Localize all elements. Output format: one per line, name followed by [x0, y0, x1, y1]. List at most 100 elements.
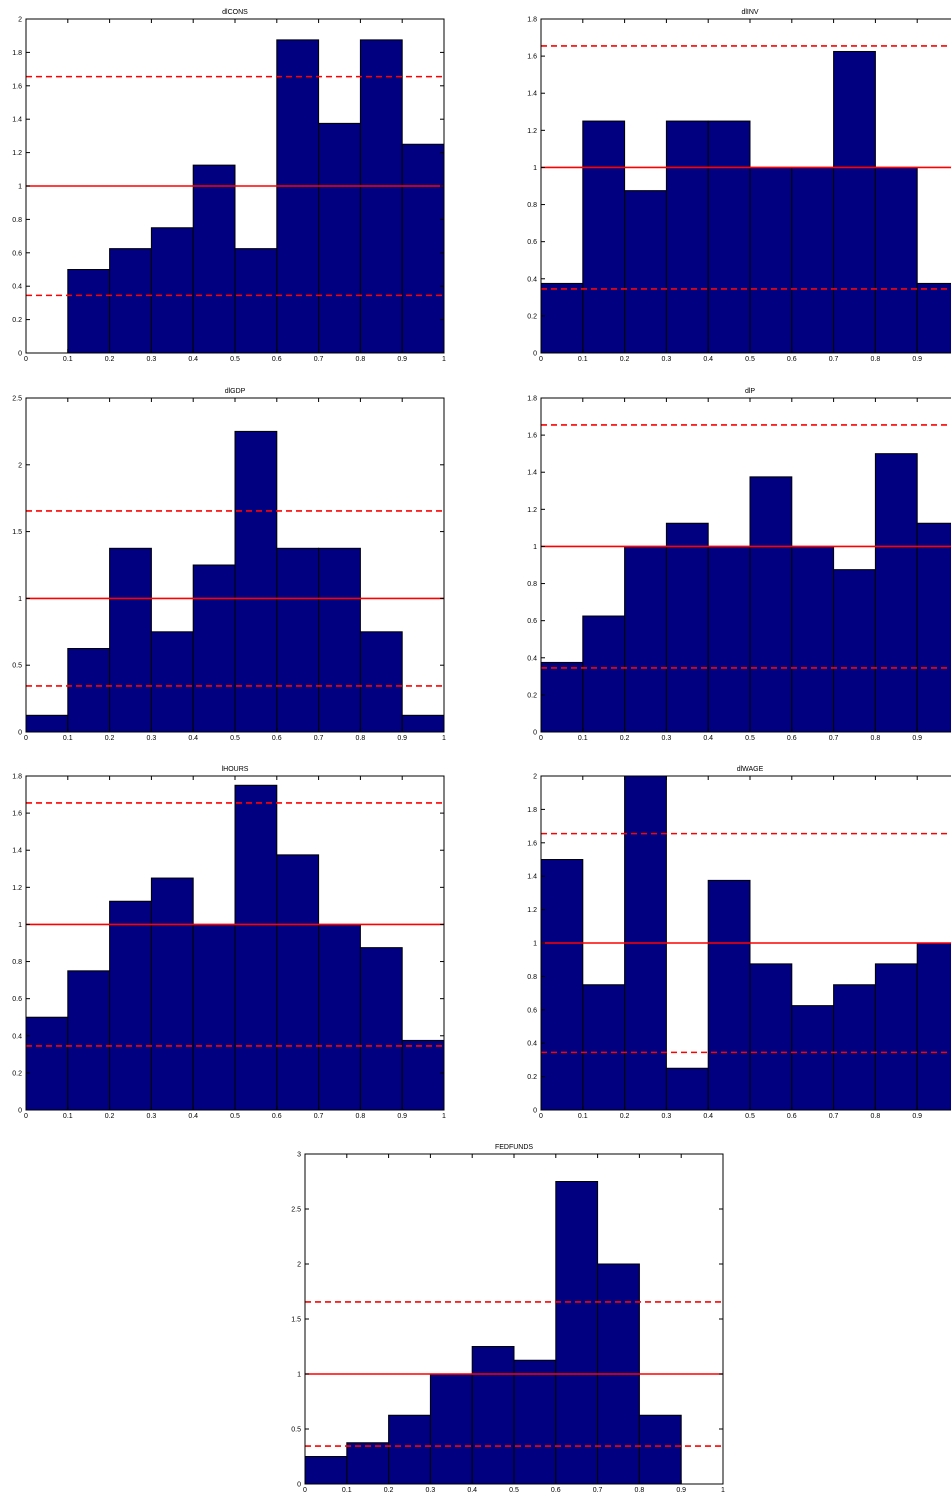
- x-tick-label: 0: [303, 1487, 307, 1494]
- histogram-panel: dlP 0 0.1 0.2 0.3 0.4 0.5 0.6 0.7 0.8 0.9 1 0 0.2 0.4 0…: [527, 388, 951, 742]
- x-tick-label: 0.1: [342, 1487, 352, 1494]
- histogram-bar: [234, 784, 278, 1111]
- histogram-bar: [916, 282, 951, 354]
- y-tick-label: 0.4: [527, 1041, 537, 1048]
- y-tick-label: 1: [297, 1372, 301, 1379]
- histogram-bar: [67, 648, 111, 733]
- histogram-bar: [150, 631, 194, 733]
- histogram-bar: [276, 854, 320, 1111]
- histogram-panel: dlINV 0 0.1 0.2 0.3 0.4 0.5 0.6 0.7 0.8 0.9 1 0 0.2 0.…: [527, 9, 951, 363]
- x-tick-label: 0.5: [230, 1113, 240, 1120]
- x-tick-label: 0: [24, 1113, 28, 1120]
- x-tick-label: 0.9: [676, 1487, 686, 1494]
- x-tick-label: 0.2: [105, 1113, 115, 1120]
- y-tick-label: 1.6: [527, 840, 537, 847]
- x-tick-label: 0.8: [356, 356, 366, 363]
- y-tick-label: 1.6: [527, 54, 537, 61]
- x-tick-label: 0.1: [578, 735, 588, 742]
- histogram-bar: [109, 900, 152, 1111]
- x-tick-label: 0.8: [871, 1113, 881, 1120]
- y-tick-label: 0.8: [527, 202, 537, 209]
- y-tick-label: 1.8: [527, 17, 537, 24]
- histogram-bar: [67, 269, 111, 354]
- y-tick-label: 1.8: [12, 50, 22, 57]
- x-tick-label: 0.6: [272, 356, 282, 363]
- y-tick-label: 0.8: [527, 974, 537, 981]
- y-tick-label: 0.4: [527, 276, 537, 283]
- histogram-bar: [540, 282, 584, 354]
- x-tick-label: 0.3: [662, 1113, 672, 1120]
- histogram-bar: [582, 984, 626, 1111]
- histogram-bar: [791, 545, 835, 733]
- x-tick-label: 0.9: [397, 735, 407, 742]
- x-tick-label: 0.5: [745, 356, 755, 363]
- histogram-bar: [874, 963, 918, 1111]
- histogram-bar: [916, 522, 951, 733]
- histogram-bar: [874, 166, 918, 354]
- histogram-bar: [749, 476, 793, 733]
- panel-title: dlINV: [741, 9, 758, 16]
- histogram-bar: [707, 879, 751, 1111]
- histogram-bar: [707, 545, 751, 733]
- y-tick-label: 0.6: [12, 250, 22, 257]
- histogram-bar: [513, 1359, 557, 1485]
- histogram-bar: [638, 1414, 682, 1485]
- histogram-bar: [192, 923, 236, 1111]
- x-tick-label: 0.2: [620, 356, 630, 363]
- x-tick-label: 0.3: [147, 735, 157, 742]
- y-tick-label: 0.8: [12, 217, 22, 224]
- histogram-bar: [25, 1016, 69, 1111]
- histogram-bar: [665, 120, 709, 354]
- histogram-bar: [276, 547, 320, 733]
- panel-title: FEDFUNDS: [495, 1144, 533, 1151]
- x-tick-label: 0.6: [787, 735, 797, 742]
- x-tick-label: 0: [24, 735, 28, 742]
- y-tick-label: 0.8: [12, 959, 22, 966]
- histogram-bar: [833, 984, 876, 1111]
- y-tick-label: 0.6: [527, 618, 537, 625]
- y-tick-label: 1.8: [527, 396, 537, 403]
- y-tick-label: 1: [18, 596, 22, 603]
- x-tick-label: 0.9: [397, 356, 407, 363]
- y-tick-label: 2: [297, 1262, 301, 1269]
- histogram-panel: FEDFUNDS 0 0.1 0.2 0.3 0.4 0.5 0.6 0.7 0.8 0.9 1 0 0.…: [291, 1144, 725, 1494]
- x-tick-label: 0.5: [509, 1487, 519, 1494]
- y-tick-label: 0.2: [527, 692, 537, 699]
- x-tick-label: 0.8: [356, 735, 366, 742]
- x-tick-label: 0.1: [63, 1113, 73, 1120]
- histogram-panel: lHOURS 0 0.1 0.2 0.3 0.4 0.5 0.6 0.7 0.8 0.9 1 0 0.2 0…: [12, 766, 446, 1120]
- y-tick-label: 0.2: [12, 1070, 22, 1077]
- histogram-bar: [429, 1373, 473, 1485]
- x-tick-label: 0.7: [314, 356, 324, 363]
- y-tick-label: 1.6: [12, 83, 22, 90]
- y-tick-label: 0: [533, 351, 537, 358]
- x-tick-label: 0.9: [912, 735, 922, 742]
- x-tick-label: 0.6: [272, 735, 282, 742]
- y-tick-label: 1.2: [12, 150, 22, 157]
- y-tick-label: 1: [533, 941, 537, 948]
- histogram-bar: [109, 248, 152, 354]
- histogram-bar: [304, 1456, 348, 1485]
- x-tick-label: 0.9: [912, 1113, 922, 1120]
- x-tick-label: 1: [442, 356, 446, 363]
- x-tick-label: 0.5: [745, 1113, 755, 1120]
- x-tick-label: 0.8: [635, 1487, 645, 1494]
- x-tick-label: 0.3: [662, 356, 672, 363]
- x-tick-label: 0.6: [551, 1487, 561, 1494]
- y-tick-label: 1.6: [527, 433, 537, 440]
- histogram-bar: [234, 430, 278, 733]
- x-tick-label: 0.1: [63, 735, 73, 742]
- x-tick-label: 0.6: [787, 356, 797, 363]
- x-tick-label: 0.6: [787, 1113, 797, 1120]
- x-tick-label: 0.6: [272, 1113, 282, 1120]
- panel-title: dlWAGE: [737, 766, 764, 773]
- histogram-bar: [791, 1005, 835, 1111]
- x-tick-label: 1: [721, 1487, 725, 1494]
- y-tick-label: 1.4: [527, 470, 537, 477]
- y-tick-label: 1: [18, 922, 22, 929]
- x-tick-label: 0.9: [912, 356, 922, 363]
- histogram-bar: [150, 877, 194, 1111]
- y-tick-label: 0: [18, 730, 22, 737]
- histogram-bar: [540, 859, 584, 1111]
